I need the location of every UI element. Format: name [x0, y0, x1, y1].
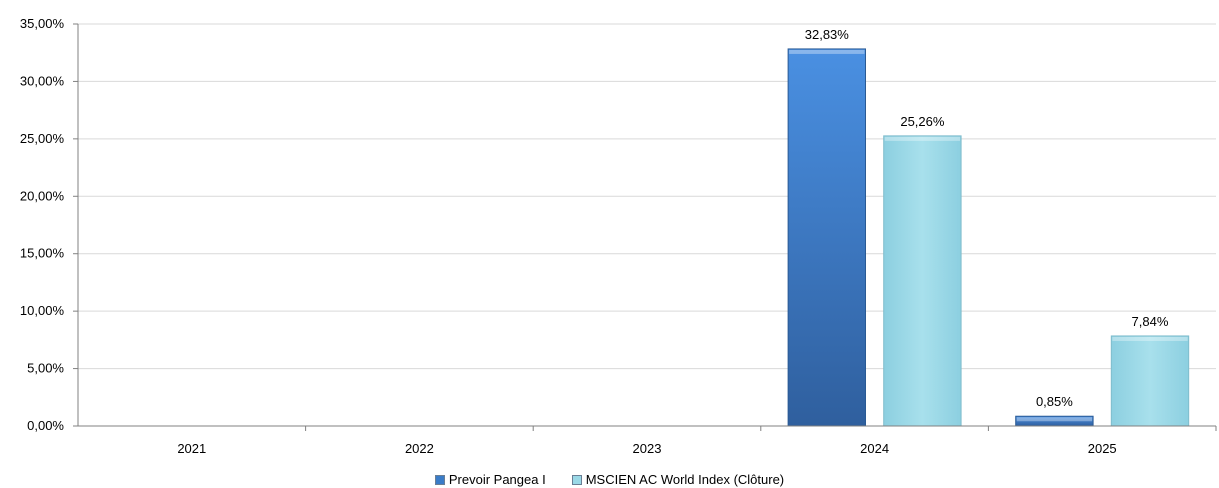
data-label: 0,85%: [1036, 394, 1073, 409]
legend-swatch-series-1: [434, 475, 445, 485]
bars: [787, 48, 1190, 427]
data-label: 32,83%: [805, 27, 850, 42]
x-tick-label: 2025: [1088, 441, 1117, 456]
data-label: 7,84%: [1132, 314, 1169, 329]
legend-label-series-1: Prevoir Pangea I: [448, 472, 546, 487]
legend-swatch-series-2: [571, 475, 582, 485]
axes: [73, 23, 1217, 431]
legend-item-series-1: Prevoir Pangea I: [434, 472, 546, 488]
y-tick-label: 30,00%: [20, 73, 65, 88]
legend-label-series-2: MSCIEN AC World Index (Clôture): [585, 472, 785, 487]
y-tick-label: 5,00%: [27, 361, 64, 376]
y-tick-label: 25,00%: [20, 131, 65, 146]
y-tick-label: 0,00%: [27, 418, 64, 433]
legend-item-series-2: MSCIEN AC World Index (Clôture): [571, 472, 785, 488]
y-tick-label: 35,00%: [20, 16, 65, 31]
y-tick-label: 10,00%: [20, 303, 65, 318]
bar-highlight: [884, 136, 961, 141]
data-label: 25,26%: [900, 114, 945, 129]
bar-series-1-2024: [787, 48, 866, 427]
x-tick-label: 2024: [860, 441, 889, 456]
y-tick-label: 15,00%: [20, 246, 65, 261]
y-tick-label: 20,00%: [20, 188, 65, 203]
bar-highlight: [1112, 336, 1188, 341]
bar-highlight: [1016, 417, 1093, 422]
gridlines: [78, 23, 1216, 370]
x-tick-label: 2021: [177, 441, 206, 456]
bar-chart: 0,00% 5,00% 10,00% 15,00% 20,00% 25,00% 30,00%…: [20, 16, 1217, 456]
bar-series-2-2025: [1110, 335, 1190, 427]
bar-highlight: [789, 49, 865, 54]
legend: Prevoir Pangea I MSCIEN AC World Index (…: [0, 472, 1219, 488]
x-tick-label: 2023: [633, 441, 662, 456]
labels: 0,00% 5,00% 10,00% 15,00% 20,00% 25,00% 30,00%…: [20, 16, 1169, 456]
bar-series-2-2024: [883, 135, 962, 427]
x-tick-label: 2022: [405, 441, 434, 456]
